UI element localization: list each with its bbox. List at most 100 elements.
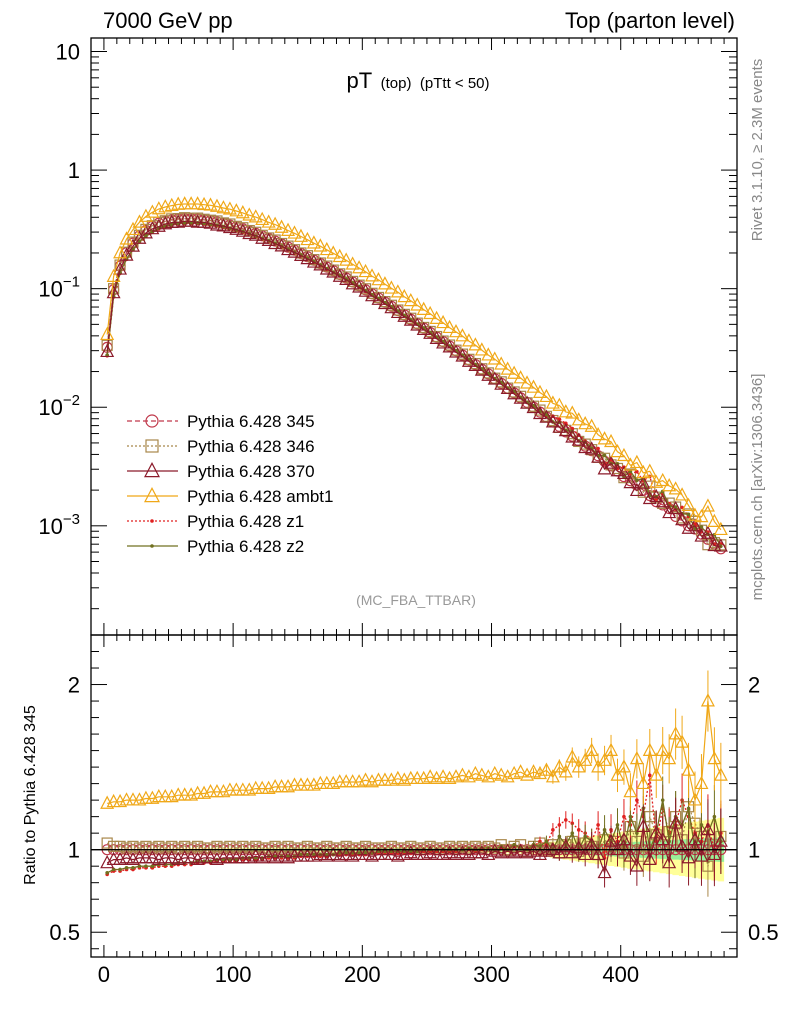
data-point (108, 840, 120, 852)
data-point (474, 362, 489, 376)
ratio-plot-series (100, 670, 728, 897)
data-point (151, 218, 166, 232)
data-point (539, 762, 554, 776)
data-point (700, 525, 715, 539)
data-point (106, 285, 121, 299)
data-point (332, 248, 347, 263)
data-point (313, 238, 328, 252)
data-point (345, 276, 360, 290)
data-point (557, 417, 562, 421)
data-point (526, 843, 541, 857)
data-point (153, 840, 165, 852)
data-point (203, 215, 218, 229)
data-point (263, 842, 275, 854)
data-point (545, 841, 560, 856)
data-point (532, 384, 547, 399)
legend-label: Pythia 6.428 z2 (187, 537, 304, 556)
data-point (662, 504, 677, 519)
data-point (326, 245, 341, 259)
data-point (358, 283, 373, 297)
data-point (321, 840, 333, 852)
data-point (125, 238, 140, 252)
data-point (629, 858, 644, 872)
data-point (694, 848, 709, 862)
data-point (133, 842, 146, 854)
data-point (616, 831, 631, 846)
legend-entry: Pythia 6.428 370 (127, 462, 315, 481)
data-point (146, 842, 158, 854)
data-point (597, 752, 612, 766)
data-point (416, 301, 431, 315)
data-point (217, 842, 230, 854)
data-point (494, 767, 509, 781)
data-point (591, 449, 606, 463)
data-point (319, 241, 334, 256)
data-point (248, 227, 263, 241)
data-point (222, 201, 237, 215)
data-point (655, 742, 670, 756)
data-point (668, 500, 683, 515)
data-point (436, 314, 451, 329)
data-point (673, 505, 678, 509)
data-point (713, 521, 728, 536)
data-point (442, 339, 457, 353)
data-point (248, 848, 263, 862)
data-point (694, 508, 709, 523)
analysis-label: (MC_FBA_TTBAR) (356, 592, 476, 608)
data-point (209, 217, 224, 231)
data-point (313, 257, 328, 271)
data-point (596, 446, 600, 451)
data-point (623, 783, 638, 798)
data-point (150, 544, 154, 548)
data-point (197, 214, 212, 228)
ratio-y-tick-label-right: 0.5 (748, 920, 779, 945)
data-point (610, 463, 625, 477)
data-point (261, 232, 276, 246)
data-point (384, 299, 399, 314)
data-point (668, 815, 683, 829)
data-point (520, 395, 535, 409)
data-point (487, 843, 502, 857)
data-point (623, 474, 638, 489)
data-point (532, 765, 547, 780)
data-point (610, 841, 625, 856)
data-point (352, 279, 367, 293)
data-point (300, 231, 315, 246)
data-point (616, 759, 631, 773)
data-point (649, 825, 664, 839)
data-point (230, 842, 242, 854)
data-point (182, 221, 187, 225)
data-point (513, 390, 528, 404)
data-point (526, 764, 541, 778)
data-point (629, 454, 644, 469)
data-point (616, 465, 631, 480)
legend: Pythia 6.428 345 Pythia 6.428 346 Pythia 6… (127, 412, 333, 556)
data-point (190, 196, 205, 210)
data-point (468, 765, 483, 780)
header-left: 7000 GeV pp (103, 8, 233, 33)
data-point (507, 386, 522, 400)
data-point (565, 429, 580, 443)
data-point (423, 305, 438, 320)
data-point (526, 399, 541, 414)
data-point (339, 271, 354, 285)
data-point (596, 823, 600, 827)
legend-entry: Pythia 6.428 ambt1 (127, 487, 333, 506)
data-point (707, 537, 722, 552)
data-point (281, 222, 296, 236)
data-point (255, 230, 270, 244)
data-point (125, 792, 140, 806)
data-point (675, 734, 690, 748)
data-point (448, 344, 463, 358)
data-point (570, 821, 575, 826)
data-point (114, 840, 126, 852)
ratio-y-tick-label-right: 1 (748, 838, 760, 863)
data-point (293, 247, 308, 261)
data-point (222, 219, 237, 234)
legend-label: Pythia 6.428 ambt1 (187, 487, 333, 506)
data-point (275, 842, 288, 854)
data-point (578, 752, 593, 766)
data-point (184, 850, 199, 864)
data-point (442, 845, 457, 859)
